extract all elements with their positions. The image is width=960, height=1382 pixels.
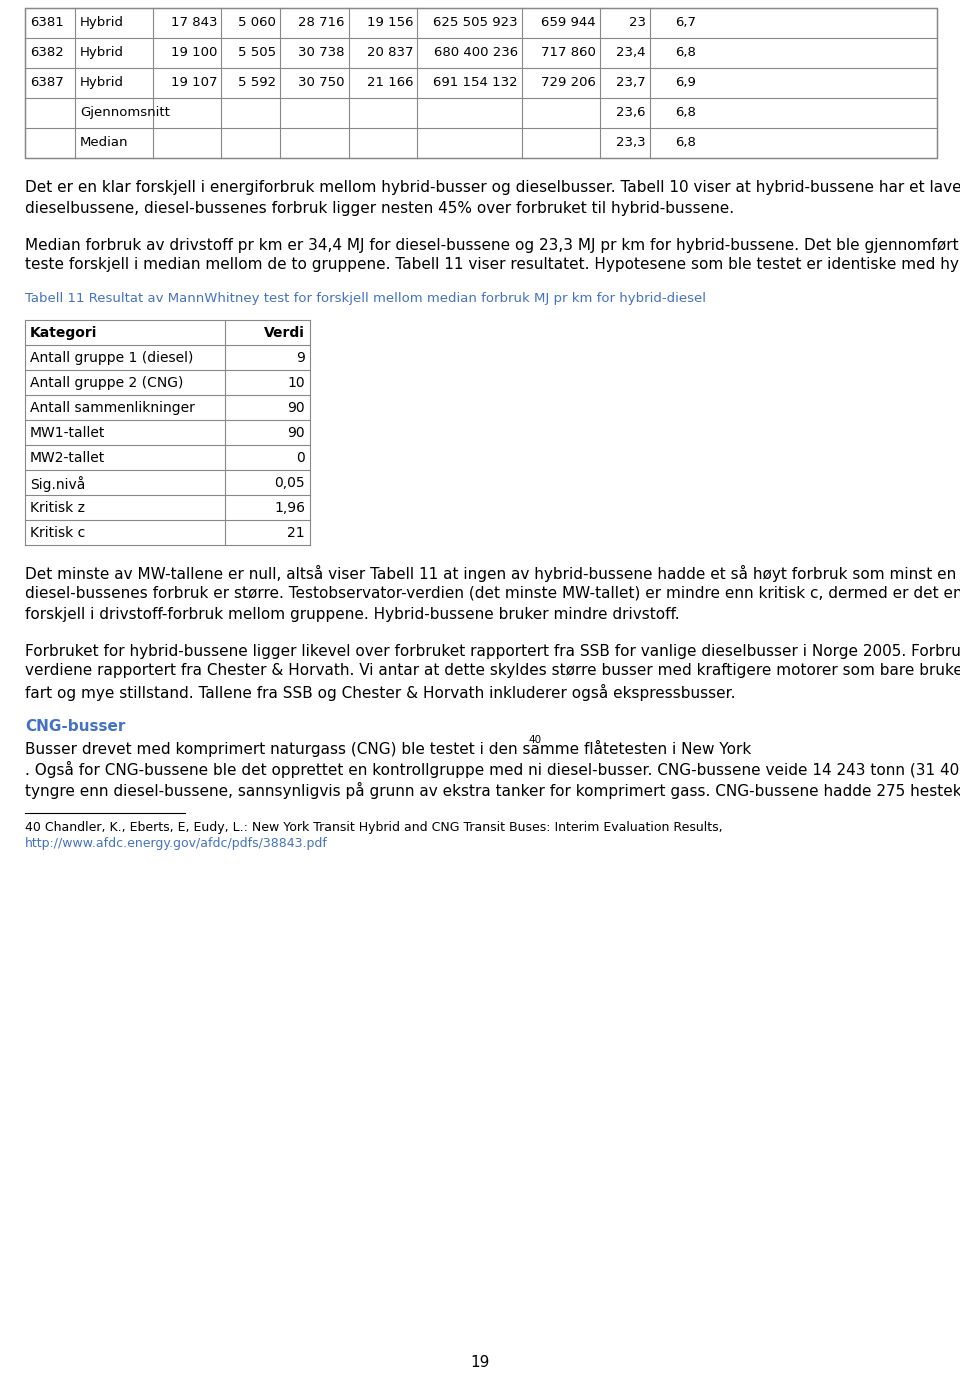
Text: Median forbruk av drivstoff pr km er 34,4 MJ for diesel-bussene og 23,3 MJ pr km: Median forbruk av drivstoff pr km er 34,… — [25, 236, 960, 253]
Text: Kategori: Kategori — [30, 326, 97, 340]
Text: 40 Chandler, K., Eberts, E, Eudy, L.: New York Transit Hybrid and CNG Transit Bu: 40 Chandler, K., Eberts, E, Eudy, L.: Ne… — [25, 821, 723, 833]
Text: 6,8: 6,8 — [675, 135, 696, 149]
Text: Median: Median — [80, 135, 129, 149]
Text: Kritisk z: Kritisk z — [30, 502, 85, 515]
Text: 729 206: 729 206 — [540, 76, 595, 88]
Text: verdiene rapportert fra Chester & Horvath. Vi antar at dette skyldes større buss: verdiene rapportert fra Chester & Horvat… — [25, 663, 960, 679]
Text: 23: 23 — [629, 17, 646, 29]
Text: 6381: 6381 — [30, 17, 63, 29]
Text: Verdi: Verdi — [264, 326, 305, 340]
Text: forskjell i drivstoff-forbruk mellom gruppene. Hybrid-bussene bruker mindre driv: forskjell i drivstoff-forbruk mellom gru… — [25, 607, 680, 622]
Text: Gjennomsnitt: Gjennomsnitt — [80, 106, 170, 119]
Text: 6,8: 6,8 — [675, 106, 696, 119]
Text: MW1-tallet: MW1-tallet — [30, 426, 106, 439]
Text: Antall sammenlikninger: Antall sammenlikninger — [30, 401, 195, 415]
Text: 30 738: 30 738 — [299, 46, 345, 59]
Text: Hybrid: Hybrid — [80, 46, 124, 59]
Text: 680 400 236: 680 400 236 — [434, 46, 518, 59]
Text: Tabell 11 Resultat av MannWhitney test for forskjell mellom median forbruk MJ pr: Tabell 11 Resultat av MannWhitney test f… — [25, 292, 706, 305]
Text: diesel-bussenes forbruk er større. Testobservator-verdien (det minste MW-tallet): diesel-bussenes forbruk er større. Testo… — [25, 586, 960, 601]
Text: . Også for CNG-bussene ble det opprettet en kontrollgruppe med ni diesel-busser.: . Også for CNG-bussene ble det opprettet… — [25, 761, 960, 778]
Text: 90: 90 — [287, 426, 305, 439]
Text: 659 944: 659 944 — [540, 17, 595, 29]
Text: fart og mye stillstand. Tallene fra SSB og Chester & Horvath inkluderer også eks: fart og mye stillstand. Tallene fra SSB … — [25, 684, 735, 701]
Text: http://www.afdc.energy.gov/afdc/pdfs/38843.pdf: http://www.afdc.energy.gov/afdc/pdfs/388… — [25, 837, 328, 850]
Text: tyngre enn diesel-bussene, sannsynligvis på grunn av ekstra tanker for komprimer: tyngre enn diesel-bussene, sannsynligvis… — [25, 782, 960, 799]
Text: Antall gruppe 1 (diesel): Antall gruppe 1 (diesel) — [30, 351, 193, 365]
Text: 19 107: 19 107 — [171, 76, 217, 88]
Text: 0: 0 — [297, 451, 305, 464]
Text: 90: 90 — [287, 401, 305, 415]
Text: 19 100: 19 100 — [171, 46, 217, 59]
Text: 6382: 6382 — [30, 46, 63, 59]
Text: 691 154 132: 691 154 132 — [433, 76, 518, 88]
Text: 0,05: 0,05 — [275, 475, 305, 491]
Text: 28 716: 28 716 — [299, 17, 345, 29]
Text: 10: 10 — [287, 376, 305, 390]
Text: 717 860: 717 860 — [540, 46, 595, 59]
Text: 9: 9 — [296, 351, 305, 365]
Text: 6,9: 6,9 — [675, 76, 696, 88]
Text: 5 592: 5 592 — [238, 76, 276, 88]
Text: 21: 21 — [287, 527, 305, 540]
Text: dieselbussene, diesel-bussenes forbruk ligger nesten 45% over forbruket til hybr: dieselbussene, diesel-bussenes forbruk l… — [25, 200, 734, 216]
Text: 23,7: 23,7 — [616, 76, 646, 88]
Text: Antall gruppe 2 (CNG): Antall gruppe 2 (CNG) — [30, 376, 183, 390]
Text: 30 750: 30 750 — [299, 76, 345, 88]
Text: 17 843: 17 843 — [171, 17, 217, 29]
Text: 20 837: 20 837 — [367, 46, 413, 59]
Text: 6,7: 6,7 — [675, 17, 696, 29]
Text: 40: 40 — [528, 735, 541, 745]
Text: 19: 19 — [470, 1354, 490, 1370]
Text: 1,96: 1,96 — [274, 502, 305, 515]
Text: Forbruket for hybrid-bussene ligger likevel over forbruket rapportert fra SSB fo: Forbruket for hybrid-bussene ligger like… — [25, 643, 960, 659]
Text: teste forskjell i median mellom de to gruppene. Tabell 11 viser resultatet. Hypo: teste forskjell i median mellom de to gr… — [25, 257, 960, 272]
Text: 21 166: 21 166 — [367, 76, 413, 88]
Text: CNG-busser: CNG-busser — [25, 719, 126, 734]
Text: Kritisk c: Kritisk c — [30, 527, 85, 540]
Text: 6,8: 6,8 — [675, 46, 696, 59]
Text: 23,3: 23,3 — [616, 135, 646, 149]
Text: MW2-tallet: MW2-tallet — [30, 451, 106, 464]
Text: Sig.nivå: Sig.nivå — [30, 475, 85, 492]
Text: Det er en klar forskjell i energiforbruk mellom hybrid-busser og dieselbusser. T: Det er en klar forskjell i energiforbruk… — [25, 180, 960, 195]
Text: Hybrid: Hybrid — [80, 76, 124, 88]
Text: Busser drevet med komprimert naturgass (CNG) ble testet i den samme flåtetesten : Busser drevet med komprimert naturgass (… — [25, 739, 752, 757]
Text: Hybrid: Hybrid — [80, 17, 124, 29]
Text: 6387: 6387 — [30, 76, 63, 88]
Text: 5 505: 5 505 — [238, 46, 276, 59]
Text: 5 060: 5 060 — [238, 17, 276, 29]
Text: 23,6: 23,6 — [616, 106, 646, 119]
Text: 625 505 923: 625 505 923 — [433, 17, 518, 29]
Text: 19 156: 19 156 — [367, 17, 413, 29]
Text: Det minste av MW-tallene er null, altså viser Tabell 11 at ingen av hybrid-busse: Det minste av MW-tallene er null, altså … — [25, 565, 960, 582]
Text: 23,4: 23,4 — [616, 46, 646, 59]
Bar — [25, 8, 937, 158]
